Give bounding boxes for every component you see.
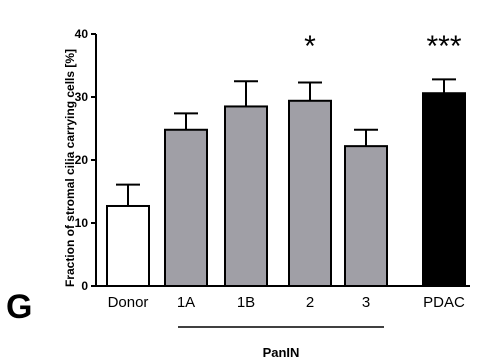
x-tick-label: PDAC	[423, 294, 465, 311]
significance-marker: ***	[426, 30, 461, 63]
bar-pdac	[422, 92, 466, 287]
panel-letter: G	[6, 288, 33, 326]
bar-1a	[164, 128, 208, 287]
y-tick-label: 0	[81, 279, 88, 293]
y-axis-label: Fraction of stromal cilia carrying cells…	[63, 49, 77, 287]
bar-3	[344, 145, 388, 287]
y-tick-label: 30	[75, 90, 89, 104]
x-tick-label: 1B	[237, 294, 255, 311]
x-tick-label: 3	[362, 294, 370, 311]
x-tick-label: 2	[306, 294, 314, 311]
bar-1b	[224, 105, 268, 287]
x-tick-label: Donor	[108, 294, 149, 311]
y-tick-label: 40	[75, 27, 89, 41]
group-label: PanIN	[263, 345, 300, 360]
bar-donor	[106, 204, 150, 288]
y-tick-label: 20	[75, 153, 89, 167]
bar-2	[288, 99, 332, 287]
y-tick-label: 10	[75, 216, 89, 230]
x-tick-label: 1A	[177, 294, 195, 311]
significance-marker: *	[304, 30, 316, 63]
